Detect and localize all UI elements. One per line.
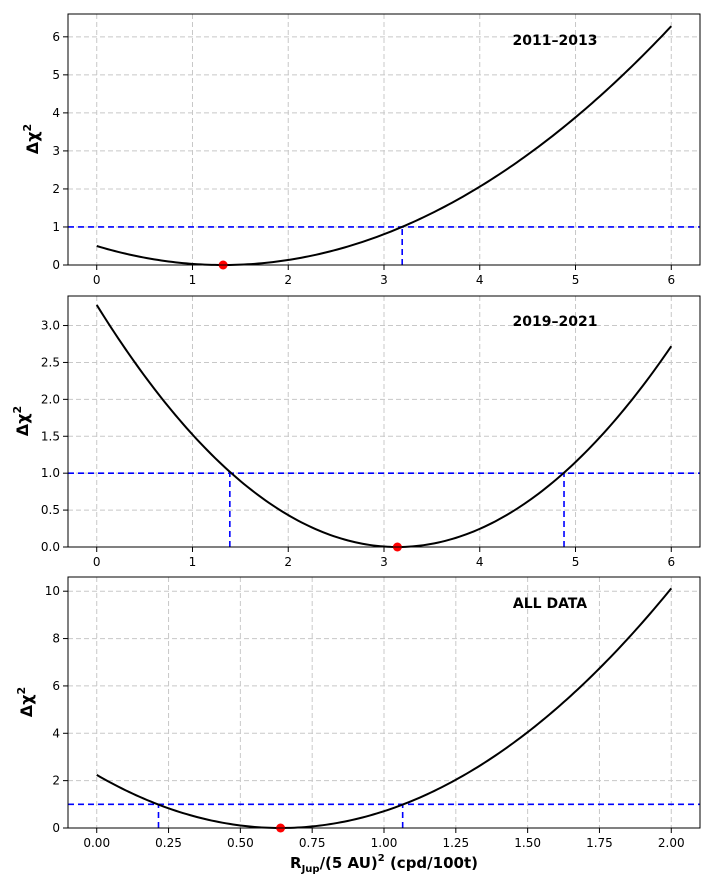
panel-all-data: 0.00 0.25 0.50 0.75 1.00 1.25 1.50 1.75 2.00 0 2 4… bbox=[15, 576, 701, 875]
y-tick-label: 3.0 bbox=[41, 319, 60, 333]
y-axis-label-text: Δχ bbox=[13, 413, 32, 436]
x-tick-label: 1.75 bbox=[586, 836, 613, 850]
y-tick-label: 6 bbox=[52, 30, 60, 44]
x-tick-label: 1.50 bbox=[514, 836, 541, 850]
tick-marks bbox=[63, 590, 672, 833]
x-tick-label: 0.00 bbox=[83, 836, 110, 850]
y-tick-label: 1 bbox=[52, 220, 60, 234]
x-tick-label: 6 bbox=[667, 555, 675, 569]
plot-frame bbox=[67, 295, 701, 548]
y-tick-label: 8 bbox=[52, 632, 60, 646]
y-axis-label: Δχ2 bbox=[21, 124, 42, 154]
y-tick-label: 4 bbox=[52, 106, 60, 120]
grid-lines bbox=[68, 296, 700, 548]
x-tick-label: 2 bbox=[284, 555, 292, 569]
x-tick-label: 0.75 bbox=[299, 836, 326, 850]
y-tick-label: 0.5 bbox=[41, 503, 60, 517]
x-tick-label: 2 bbox=[284, 273, 292, 287]
x-tick-label: 1 bbox=[189, 555, 197, 569]
panel-annotation: 2019–2021 bbox=[513, 314, 598, 330]
tick-marks bbox=[63, 36, 672, 270]
y-tick-label: 10 bbox=[45, 584, 60, 598]
x-tick-label: 1 bbox=[189, 273, 197, 287]
x-tick-labels: 0 1 2 3 4 5 6 bbox=[93, 555, 675, 569]
x-tick-label: 5 bbox=[572, 555, 580, 569]
y-axis-label-sup: 2 bbox=[15, 687, 28, 695]
x-tick-label: 0 bbox=[93, 273, 101, 287]
x-axis-label-sup: 2 bbox=[378, 853, 385, 864]
y-tick-label: 4 bbox=[52, 726, 60, 740]
y-tick-label: 2 bbox=[52, 182, 60, 196]
y-tick-label: 1.5 bbox=[41, 429, 60, 443]
plot-frame bbox=[67, 576, 701, 829]
x-tick-labels: 0 1 2 3 4 5 6 bbox=[93, 273, 675, 287]
y-axis-label: Δχ2 bbox=[15, 687, 36, 717]
y-tick-label: 3 bbox=[52, 144, 60, 158]
x-tick-label: 1.25 bbox=[442, 836, 469, 850]
y-tick-label: 0 bbox=[52, 821, 60, 835]
y-tick-label: 5 bbox=[52, 68, 60, 82]
y-tick-label: 1.0 bbox=[41, 466, 60, 480]
y-tick-label: 0 bbox=[52, 258, 60, 272]
delta-chi2-curve bbox=[96, 587, 673, 830]
panel-annotation: 2011–2013 bbox=[513, 33, 598, 49]
x-tick-label: 0.50 bbox=[227, 836, 254, 850]
y-axis-label-sup: 2 bbox=[11, 406, 24, 414]
x-tick-label: 3 bbox=[380, 555, 388, 569]
y-tick-label: 6 bbox=[52, 679, 60, 693]
x-axis-label-mid: /(5 AU) bbox=[320, 854, 378, 872]
y-tick-label: 2.5 bbox=[41, 355, 60, 369]
x-tick-label: 1.00 bbox=[371, 836, 398, 850]
x-tick-labels: 0.00 0.25 0.50 0.75 1.00 1.25 1.50 1.75 2.00 bbox=[83, 836, 684, 850]
x-tick-label: 3 bbox=[380, 273, 388, 287]
y-tick-labels: 0.0 0.5 1.0 1.5 2.0 2.5 3.0 bbox=[41, 319, 60, 554]
x-axis-label-tail: (cpd/100t) bbox=[385, 854, 478, 872]
y-tick-labels: 0 2 4 6 8 10 bbox=[45, 584, 60, 835]
y-tick-label: 2.0 bbox=[41, 392, 60, 406]
x-axis-label: RJup/(5 AU)2 (cpd/100t) bbox=[290, 853, 478, 875]
x-tick-label: 4 bbox=[476, 273, 484, 287]
x-tick-label: 6 bbox=[667, 273, 675, 287]
y-axis-label-sup: 2 bbox=[21, 124, 34, 132]
x-tick-label: 2.00 bbox=[658, 836, 685, 850]
x-tick-label: 5 bbox=[572, 273, 580, 287]
x-tick-label: 0 bbox=[93, 555, 101, 569]
x-tick-label: 4 bbox=[476, 555, 484, 569]
grid-lines bbox=[68, 577, 700, 829]
x-tick-label: 0.25 bbox=[155, 836, 182, 850]
y-tick-labels: 0 1 2 3 4 5 6 bbox=[52, 30, 60, 272]
panel-annotation: ALL DATA bbox=[513, 596, 587, 612]
x-axis-label-sub: Jup bbox=[301, 864, 320, 875]
delta-chi2-curve bbox=[96, 25, 672, 267]
y-axis-label: Δχ2 bbox=[11, 406, 32, 436]
x-axis-label-text: R bbox=[290, 854, 302, 872]
y-axis-label-text: Δχ bbox=[23, 131, 42, 154]
curve-layer bbox=[68, 25, 700, 270]
tick-marks bbox=[63, 325, 672, 552]
y-axis-label-text: Δχ bbox=[17, 694, 36, 717]
y-tick-label: 2 bbox=[52, 774, 60, 788]
y-tick-label: 0.0 bbox=[41, 540, 60, 554]
